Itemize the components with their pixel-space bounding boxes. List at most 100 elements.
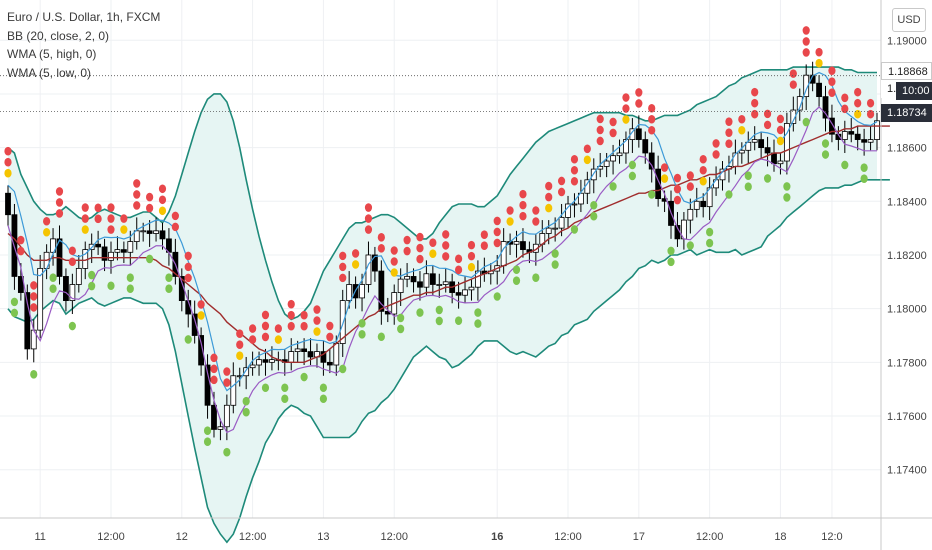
candle-body [442, 281, 449, 285]
candle-body [140, 230, 147, 233]
signal-dot [442, 241, 450, 250]
signal-dot [648, 125, 656, 135]
signal-dot [802, 48, 810, 57]
signal-dot [390, 268, 398, 277]
signal-dot [628, 160, 636, 170]
candle [429, 265, 436, 296]
signal-dot [249, 335, 257, 344]
candle [687, 198, 694, 234]
signal-dot [442, 252, 450, 261]
price-tick-label: 1.18200 [887, 250, 927, 262]
signal-dot [596, 136, 604, 146]
signal-dot [866, 98, 875, 108]
signal-dot [261, 321, 270, 331]
signal-dot [364, 225, 373, 234]
signal-dot [197, 311, 205, 320]
signal-dot [210, 375, 218, 385]
signal-dot [545, 181, 553, 191]
candle-body [455, 292, 462, 296]
signal-dot [596, 114, 604, 124]
candle [571, 193, 578, 218]
legend-wma-high[interactable]: WMA (5, high, 0) [7, 47, 97, 61]
candle-body [50, 238, 56, 253]
signal-dot [261, 383, 270, 393]
price-label-upper: 1.18868 [881, 62, 932, 80]
candle [623, 131, 629, 164]
signal-dot [474, 308, 482, 317]
legend-symbol[interactable]: Euro / U.S. Dollar, 1h, FXCM [7, 10, 161, 24]
candle [75, 254, 82, 293]
signal-dot [512, 276, 521, 285]
candle [5, 185, 11, 226]
signal-dot [570, 154, 579, 164]
candle [69, 273, 76, 315]
signal-dot [197, 300, 205, 309]
signal-dot [10, 308, 19, 318]
signal-dot [686, 241, 694, 250]
candle-body [223, 404, 230, 428]
signal-dot [551, 260, 559, 269]
signal-dot [763, 120, 772, 130]
signal-dot [339, 262, 347, 272]
candle-body [796, 96, 803, 111]
wma-high-line [7, 71, 878, 392]
signal-dot [165, 284, 173, 294]
signal-dot [390, 246, 398, 255]
signal-dot [43, 227, 51, 237]
candle [777, 152, 784, 175]
candle-body [745, 141, 752, 151]
signal-dot [107, 203, 115, 212]
signal-dot [319, 383, 328, 393]
signal-dot [789, 80, 797, 89]
candle-body [610, 155, 616, 162]
candle-body [191, 313, 198, 336]
signal-dot [287, 310, 295, 320]
signal-dot [249, 324, 257, 333]
signal-dot [313, 305, 321, 314]
signal-dot [146, 203, 154, 213]
signal-dot [4, 168, 12, 178]
signal-dot [815, 47, 823, 57]
currency-button[interactable]: USD [892, 8, 926, 32]
candle-body [713, 179, 719, 189]
price-tick-label: 1.18600 [887, 143, 927, 155]
signal-dot [802, 37, 810, 46]
signal-dot [712, 139, 720, 148]
candle-body [436, 284, 443, 286]
candle-body [69, 284, 76, 302]
signal-dot [133, 179, 141, 188]
signal-dot [789, 69, 797, 78]
candle [552, 217, 559, 242]
candle-body [320, 351, 327, 363]
signal-dot [274, 324, 282, 333]
signal-dot [223, 447, 231, 457]
signal-dot [107, 281, 115, 291]
signal-dot [866, 109, 875, 119]
candle-body [417, 281, 423, 288]
signal-dot [706, 238, 714, 248]
candle-body [423, 273, 430, 288]
signal-dot [313, 316, 321, 325]
signal-dot [699, 176, 707, 186]
price-tick-label: 1.17400 [887, 465, 927, 477]
candle-body [500, 241, 507, 267]
candle [404, 263, 410, 288]
candle [63, 268, 69, 312]
signal-dot [300, 310, 308, 320]
candle-body [108, 251, 114, 261]
candle-body [146, 230, 153, 234]
candle-body [230, 375, 237, 406]
signal-dot [841, 160, 849, 170]
signal-dot [590, 211, 598, 221]
candle-body [687, 208, 694, 221]
signal-dot [609, 117, 617, 127]
signal-dot [854, 98, 862, 108]
signal-dot [738, 125, 746, 135]
legend-bb[interactable]: BB (20, close, 2, 0) [7, 28, 110, 43]
candle-body [301, 348, 308, 352]
signal-dot [570, 165, 579, 175]
candle-body [629, 128, 636, 140]
legend-wma-low[interactable]: WMA (5, low, 0) [7, 65, 92, 80]
candle-body [133, 230, 140, 242]
